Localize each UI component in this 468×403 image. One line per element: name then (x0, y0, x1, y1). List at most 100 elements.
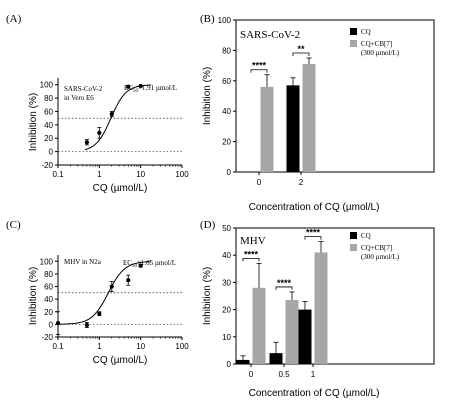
y-tick-label: 20 (44, 308, 53, 317)
y-axis-title: Inhibition (%) (28, 93, 39, 151)
data-point (84, 140, 89, 145)
data-point (138, 263, 143, 268)
y-axis-title: Inhibition (%) (202, 67, 213, 125)
y-ticks: -20 0 20 40 60 80 100 (40, 257, 58, 342)
reference-lines (58, 292, 182, 325)
plot-frame (235, 19, 435, 173)
y-tick-label: 0 (49, 148, 54, 157)
x-ticks: 0.1 1 10 100 (52, 165, 189, 179)
significance-label: **** (252, 61, 267, 71)
significance-bracket (250, 69, 268, 73)
reference-lines (58, 117, 182, 152)
legend-swatch-cq (350, 232, 357, 239)
y-axis-title: Inhibition (%) (28, 267, 39, 325)
data-point (109, 112, 114, 117)
ec50-text: EC (123, 259, 132, 267)
significance-bracket (242, 257, 260, 262)
y-tick-label: 40 (44, 295, 53, 304)
y-tick-label: 50 (222, 224, 231, 233)
x-tick-label: 0 (257, 178, 262, 187)
y-tick-label: 10 (222, 333, 231, 342)
x-tick-label: 1 (97, 342, 102, 351)
bar-cq-cb-7--0.5 (285, 300, 299, 364)
y-tick-label: 20 (44, 134, 53, 143)
bars (236, 241, 328, 364)
bar-cq-cb-7--2 (302, 64, 316, 172)
panel-label-a: (A) (6, 13, 22, 25)
data-points (55, 263, 143, 335)
significance-bracket (304, 236, 322, 240)
x-tick-label: 0 (249, 370, 254, 379)
significance: **** **** **** (242, 228, 322, 290)
bar-cq-cb-7--0 (252, 287, 266, 364)
ec50-value: =1.91 µmol/L (138, 84, 177, 92)
y-tick-label: 40 (222, 251, 231, 260)
y-tick-label: 60 (44, 107, 53, 116)
y-tick-label: 100 (40, 81, 54, 90)
x-tick-label: 1 (311, 370, 316, 379)
y-tick-label: 80 (44, 94, 53, 103)
significance-label: **** (277, 278, 292, 288)
x-tick-label: 10 (136, 170, 145, 179)
fit-curve (84, 84, 152, 151)
y-tick-label: -20 (41, 161, 53, 170)
y-tick-label: 0 (227, 360, 232, 369)
data-point (84, 322, 89, 328)
annotation-line-1: MHV in N2a (64, 258, 102, 266)
y-tick-label: 40 (44, 121, 53, 130)
ec50-text: EC (124, 84, 133, 92)
annotation-line-2: in Vero E6 (64, 94, 94, 102)
y-ticks: 0 10 20 30 40 50 (222, 224, 236, 369)
data-point (126, 278, 131, 283)
y-tick-label: 60 (44, 283, 53, 292)
x-axis-title: CQ (µmol/L) (93, 183, 148, 194)
bar-cq-cb-7--0 (260, 86, 274, 172)
significance-bracket (275, 286, 293, 290)
legend-label-cq-cb7: CQ+CB[7] (361, 40, 392, 48)
legend-swatch-cq-cb7 (350, 40, 357, 47)
panel-label-d: (D) (200, 219, 216, 231)
bar-cq-0 (236, 359, 250, 364)
x-axis-title: CQ (µmol/L) (93, 355, 148, 366)
x-tick-label: 100 (175, 170, 189, 179)
legend-swatch-cq (350, 28, 357, 35)
data-point (97, 311, 102, 316)
x-axis-title: Concentration of CQ (µmol/L) (249, 388, 380, 399)
y-tick-label: 100 (40, 257, 54, 266)
x-tick-label: 100 (175, 342, 189, 351)
legend-label-cq-cb7: CQ+CB[7] (361, 244, 392, 252)
x-ticks: 0.1 1 10 100 (52, 337, 189, 351)
annotation-line-1: SARS-CoV-2 (64, 85, 103, 93)
y-tick-label: -20 (41, 333, 53, 342)
y-ticks: 0 20 40 60 80 100 (218, 16, 236, 177)
x-tick-label: 0.1 (52, 342, 64, 351)
ec50-subscript: 50 (132, 264, 138, 269)
significance-bracket (292, 52, 310, 56)
x-tick-label: 1 (97, 170, 102, 179)
x-tick-label: 10 (136, 342, 145, 351)
y-tick-label: 80 (222, 46, 231, 55)
legend-label-cq: CQ (361, 232, 371, 240)
y-tick-label: 60 (222, 77, 231, 86)
plot-frame (235, 227, 435, 365)
ec50-annotation: EC50=1.91 µmol/L (124, 84, 177, 94)
legend-label-concentration: (300 µmol/L) (361, 253, 400, 261)
y-tick-label: 80 (44, 270, 53, 279)
x-tick-label: 0.1 (52, 170, 64, 179)
chart-title: MHV (240, 235, 266, 247)
significance: ****** (250, 44, 310, 73)
y-tick-label: 40 (222, 107, 231, 116)
y-axis-title: Inhibition (%) (202, 267, 213, 325)
legend: CQ CQ+CB[7] (300 µmol/L) (350, 28, 400, 57)
panel-label-b: (B) (200, 13, 215, 25)
legend-swatch-cq-cb7 (350, 244, 357, 251)
bars (260, 57, 316, 172)
x-tick-label: 0.5 (278, 370, 290, 379)
data-point (138, 83, 143, 89)
bar-cq-1 (298, 309, 312, 364)
data-point (109, 284, 114, 289)
x-axis-title: Concentration of CQ (µmol/L) (249, 202, 380, 213)
